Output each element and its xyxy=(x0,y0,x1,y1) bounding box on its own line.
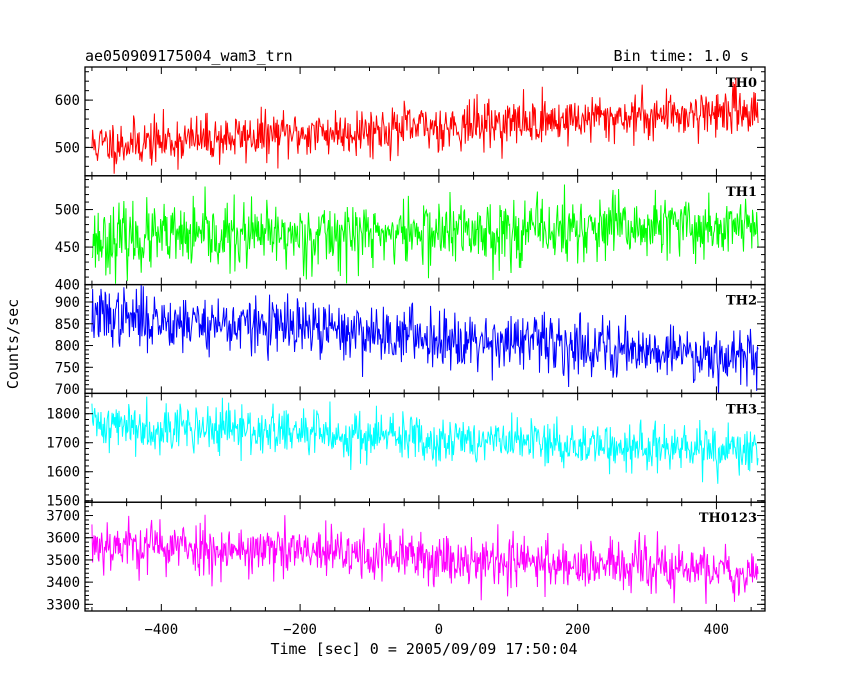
series-line-th1 xyxy=(91,184,759,284)
x-tick-label: −200 xyxy=(283,622,317,638)
panel-th0123: 3300 3400 3500 3600 3700 TH0123 xyxy=(46,501,766,613)
y-axis-label: Counts/sec xyxy=(4,299,22,389)
x-tick-label: 200 xyxy=(565,622,590,638)
panel-th1: 400 450 500 TH1 xyxy=(55,175,766,294)
y-tick-label: 3300 xyxy=(46,597,80,613)
panel-th2: 700 750 800 850 900 TH2 xyxy=(55,283,766,398)
series-line-th0123 xyxy=(91,514,759,604)
series-line-th2 xyxy=(91,284,759,394)
panel-frame xyxy=(84,501,766,612)
y-tick-label: 3700 xyxy=(46,509,80,525)
panels: 500 600 TH0 400 450 500 TH1 700 750 800 850 900 TH2 1… xyxy=(46,66,766,638)
x-axis-label: Time [sec] 0 = 2005/09/09 17:50:04 xyxy=(270,640,577,658)
y-tick-label: 600 xyxy=(55,93,80,109)
y-tick-label: 800 xyxy=(55,339,80,355)
x-tick-label: −400 xyxy=(144,622,178,638)
series-label-th0123: TH0123 xyxy=(699,511,757,526)
y-tick-label: 850 xyxy=(55,317,80,333)
y-tick-label: 1800 xyxy=(46,407,80,423)
y-tick-label: 750 xyxy=(55,360,80,376)
series-label-th2: TH2 xyxy=(726,294,757,309)
chart-subtitle: Bin time: 1.0 s xyxy=(614,47,749,65)
y-tick-label: 3500 xyxy=(46,553,80,569)
y-tick-label: 450 xyxy=(55,240,80,256)
y-tick-label: 500 xyxy=(55,203,80,219)
y-tick-label: 400 xyxy=(55,278,80,294)
y-tick-label: 900 xyxy=(55,295,80,311)
y-tick-label: 1600 xyxy=(46,465,80,481)
panel-th3: 1500 1600 1700 1800 TH3 xyxy=(46,392,766,510)
chart-title: ae050909175004_wam3_trn xyxy=(85,47,293,65)
y-tick-label: 500 xyxy=(55,140,80,156)
series-label-th1: TH1 xyxy=(726,185,757,200)
y-tick-label: 1700 xyxy=(46,436,80,452)
panel-frame xyxy=(84,283,766,395)
series-line-th3 xyxy=(91,396,759,484)
series-line-th0 xyxy=(91,77,759,174)
y-tick-label: 700 xyxy=(55,382,80,398)
panel-th0: 500 600 TH0 xyxy=(55,66,766,177)
x-tick-label: 400 xyxy=(704,622,729,638)
y-tick-label: 3400 xyxy=(46,575,80,591)
y-tick-label: 3600 xyxy=(46,531,80,547)
y-tick-label: 1500 xyxy=(46,494,80,510)
series-label-th0: TH0 xyxy=(726,76,757,91)
x-tick-label: 0 xyxy=(435,622,443,638)
series-label-th3: TH3 xyxy=(726,402,757,417)
